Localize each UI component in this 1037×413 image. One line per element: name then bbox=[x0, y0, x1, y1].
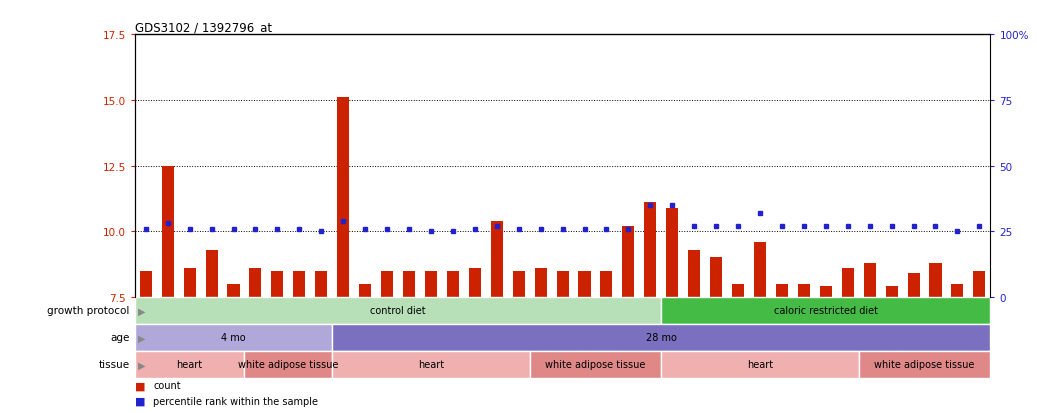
Text: caloric restricted diet: caloric restricted diet bbox=[774, 306, 877, 316]
Bar bbox=[227, 284, 240, 297]
Bar bbox=[359, 284, 371, 297]
Text: white adipose tissue: white adipose tissue bbox=[545, 359, 646, 369]
Bar bbox=[337, 98, 349, 297]
Bar bbox=[859, 351, 990, 378]
Bar bbox=[974, 271, 985, 297]
Bar bbox=[403, 271, 415, 297]
Bar bbox=[732, 284, 745, 297]
Bar bbox=[135, 297, 662, 324]
Bar bbox=[776, 284, 788, 297]
Bar bbox=[907, 273, 920, 297]
Text: ▶: ▶ bbox=[138, 332, 145, 342]
Bar bbox=[820, 287, 832, 297]
Bar bbox=[579, 271, 590, 297]
Bar bbox=[557, 271, 568, 297]
Bar bbox=[689, 250, 700, 297]
Bar bbox=[754, 242, 766, 297]
Bar bbox=[205, 250, 218, 297]
Bar bbox=[951, 284, 963, 297]
Text: heart: heart bbox=[176, 359, 202, 369]
Bar bbox=[315, 271, 328, 297]
Text: age: age bbox=[110, 332, 130, 342]
Text: ▶: ▶ bbox=[138, 359, 145, 369]
Text: GDS3102 / 1392796_at: GDS3102 / 1392796_at bbox=[135, 21, 272, 34]
Bar bbox=[245, 351, 332, 378]
Bar bbox=[662, 297, 990, 324]
Bar bbox=[293, 271, 305, 297]
Bar bbox=[864, 263, 875, 297]
Text: tissue: tissue bbox=[99, 359, 130, 369]
Bar bbox=[929, 263, 942, 297]
Text: white adipose tissue: white adipose tissue bbox=[239, 359, 338, 369]
Bar bbox=[491, 221, 503, 297]
Text: heart: heart bbox=[747, 359, 773, 369]
Text: 4 mo: 4 mo bbox=[221, 332, 246, 342]
Bar bbox=[797, 284, 810, 297]
Bar bbox=[600, 271, 613, 297]
Text: count: count bbox=[153, 380, 181, 390]
Text: heart: heart bbox=[418, 359, 444, 369]
Bar bbox=[162, 166, 174, 297]
Text: ▶: ▶ bbox=[138, 306, 145, 316]
Text: ■: ■ bbox=[135, 380, 145, 390]
Bar bbox=[662, 351, 859, 378]
Text: white adipose tissue: white adipose tissue bbox=[874, 359, 975, 369]
Text: ■: ■ bbox=[135, 396, 145, 406]
Bar bbox=[332, 351, 530, 378]
Bar bbox=[666, 208, 678, 297]
Bar bbox=[250, 268, 261, 297]
Text: percentile rank within the sample: percentile rank within the sample bbox=[153, 396, 318, 406]
Text: growth protocol: growth protocol bbox=[48, 306, 130, 316]
Bar bbox=[332, 324, 990, 351]
Bar bbox=[710, 258, 722, 297]
Bar bbox=[530, 351, 662, 378]
Bar bbox=[140, 271, 151, 297]
Bar bbox=[535, 268, 546, 297]
Bar bbox=[381, 271, 393, 297]
Bar bbox=[184, 268, 196, 297]
Text: control diet: control diet bbox=[370, 306, 426, 316]
Text: 28 mo: 28 mo bbox=[646, 332, 677, 342]
Bar bbox=[135, 351, 245, 378]
Bar bbox=[622, 226, 635, 297]
Bar bbox=[886, 287, 898, 297]
Bar bbox=[447, 271, 459, 297]
Bar bbox=[469, 268, 481, 297]
Bar bbox=[425, 271, 437, 297]
Bar bbox=[842, 268, 853, 297]
Bar bbox=[135, 324, 332, 351]
Bar bbox=[644, 203, 656, 297]
Bar bbox=[512, 271, 525, 297]
Bar bbox=[272, 271, 283, 297]
